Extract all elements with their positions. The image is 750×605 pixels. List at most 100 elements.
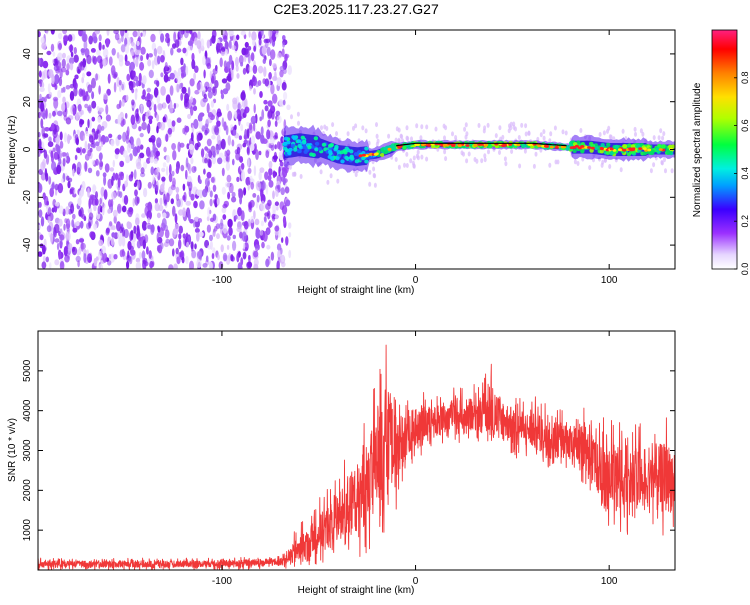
noise-speck [255,149,259,161]
noise-speck [268,160,273,169]
noise-speck [211,253,215,260]
noise-speck [126,36,131,46]
noise-speck [187,162,190,171]
noise-speck [61,58,66,68]
noise-speck [176,256,181,265]
noise-speck [117,114,122,125]
noise-speck [254,244,259,252]
noise-speck [265,258,270,268]
noise-speck [176,75,182,84]
noise-speck [329,173,333,179]
snr-y-tick-label: 2000 [22,479,33,502]
noise-speck [164,199,168,205]
noise-speck [140,172,146,178]
noise-speck [97,250,102,260]
noise-speck [220,138,226,150]
noise-speck [210,176,215,183]
noise-speck [141,250,146,260]
ridge-hot-speck [599,146,604,150]
noise-speck [44,168,48,178]
noise-speck [45,108,48,119]
ridge-hot-speck [562,145,567,149]
noise-speck [542,135,546,141]
noise-speck [542,129,546,135]
noise-speck [170,184,176,191]
noise-speck [124,180,129,188]
noise-speck [47,216,51,223]
noise-speck [204,123,209,130]
noise-speck [82,72,85,79]
noise-speck [641,131,645,137]
noise-speck [46,50,52,56]
noise-speck [72,168,75,177]
noise-speck [231,45,237,51]
noise-speck [41,261,47,269]
noise-speck [43,149,48,159]
noise-speck [153,103,157,113]
noise-speck [134,109,139,119]
noise-speck [105,104,109,115]
noise-speck [53,58,58,64]
noise-speck [228,226,233,236]
noise-speck [486,122,490,128]
noise-speck [203,168,206,175]
noise-speck [265,203,271,210]
noise-speck [272,204,277,213]
noise-speck [173,263,178,269]
noise-speck [244,47,249,55]
noise-speck [659,128,663,134]
noise-speck [98,41,102,51]
noise-speck [275,188,279,197]
noise-speck [634,131,637,137]
noise-speck [480,158,484,164]
noise-speck [120,44,126,53]
noise-speck [190,105,194,116]
noise-speck [209,70,213,79]
noise-speck [249,85,252,91]
noise-speck [206,138,212,147]
noise-speck [245,63,250,74]
noise-speck [42,244,46,255]
spectrogram-x-tick-label: 100 [601,275,618,286]
noise-speck [276,77,282,87]
noise-speck [185,255,189,265]
noise-speck [38,183,43,194]
noise-speck [63,246,68,257]
noise-speck [82,58,87,68]
noise-speck [189,260,194,269]
noise-speck [260,188,264,199]
noise-speck [146,124,150,133]
noise-speck [130,142,135,150]
ridge-hot-speck [465,144,470,147]
noise-speck [416,149,420,155]
noise-speck [207,112,213,118]
noise-speck [576,161,580,166]
noise-speck [287,65,293,76]
noise-speck [277,256,281,267]
noise-speck [276,141,281,150]
noise-speck [58,42,62,50]
noise-speck [58,218,63,227]
noise-speck [91,100,97,109]
noise-speck [259,167,265,173]
noise-speck [88,35,93,45]
noise-speck [259,91,263,98]
noise-speck [281,205,288,215]
noise-speck [204,157,208,164]
noise-speck [121,32,124,43]
noise-speck [140,46,146,55]
noise-speck [262,58,266,64]
noise-speck [194,89,200,95]
noise-speck [364,128,368,134]
noise-speck [193,166,197,172]
noise-speck [285,236,289,246]
noise-speck [54,83,58,90]
noise-speck [123,195,129,205]
ridge-core-speck [605,151,611,155]
noise-speck [272,62,277,69]
noise-speck [168,264,174,269]
noise-speck [274,225,280,232]
noise-speck [137,30,141,38]
noise-speck [176,117,182,123]
noise-speck [405,135,409,141]
